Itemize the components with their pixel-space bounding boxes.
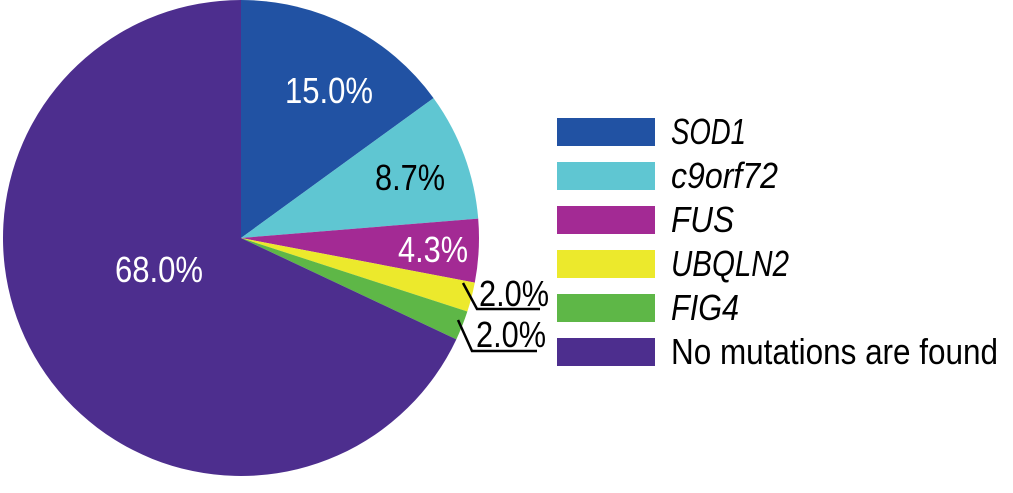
- pie-slice-ubqln2: [241, 238, 475, 312]
- pct-label-fig4: 2.0%: [476, 314, 546, 355]
- legend-swatch-ubqln2: [557, 250, 655, 278]
- legend-swatch-no-mutations-are-found: [557, 338, 655, 366]
- legend-label-c9orf72: c9orf72: [671, 155, 778, 196]
- pie-slice-fus: [241, 218, 480, 283]
- leader-line-fig4: [456, 319, 537, 353]
- legend-swatch-c9orf72: [557, 162, 655, 190]
- pie-slice-sod1: [241, 0, 434, 238]
- legend-label-ubqln2: UBQLN2: [671, 243, 789, 284]
- legend-swatch-fus: [557, 206, 655, 234]
- pct-label-no-mutations-are-found: 68.0%: [115, 249, 203, 290]
- pct-label-fus: 4.3%: [398, 229, 468, 270]
- legend-label-sod1: SOD1: [671, 111, 746, 152]
- legend-label-fig4: FIG4: [671, 287, 739, 328]
- leader-line-ubqln2: [461, 282, 540, 311]
- pie-slice-c9orf72: [241, 98, 479, 238]
- pct-label-ubqln2: 2.0%: [479, 273, 549, 314]
- legend-label-fus: FUS: [671, 199, 734, 240]
- legend-label-no-mutations-are-found: No mutations are found: [671, 331, 998, 372]
- legend-swatch-fig4: [557, 294, 655, 322]
- pie-slice-fig4: [241, 238, 468, 340]
- legend-swatch-sod1: [557, 118, 655, 146]
- pct-label-sod1: 15.0%: [285, 70, 373, 111]
- pie-slice-no-mutations-are-found: [3, 0, 457, 476]
- pct-label-c9orf72: 8.7%: [375, 157, 445, 198]
